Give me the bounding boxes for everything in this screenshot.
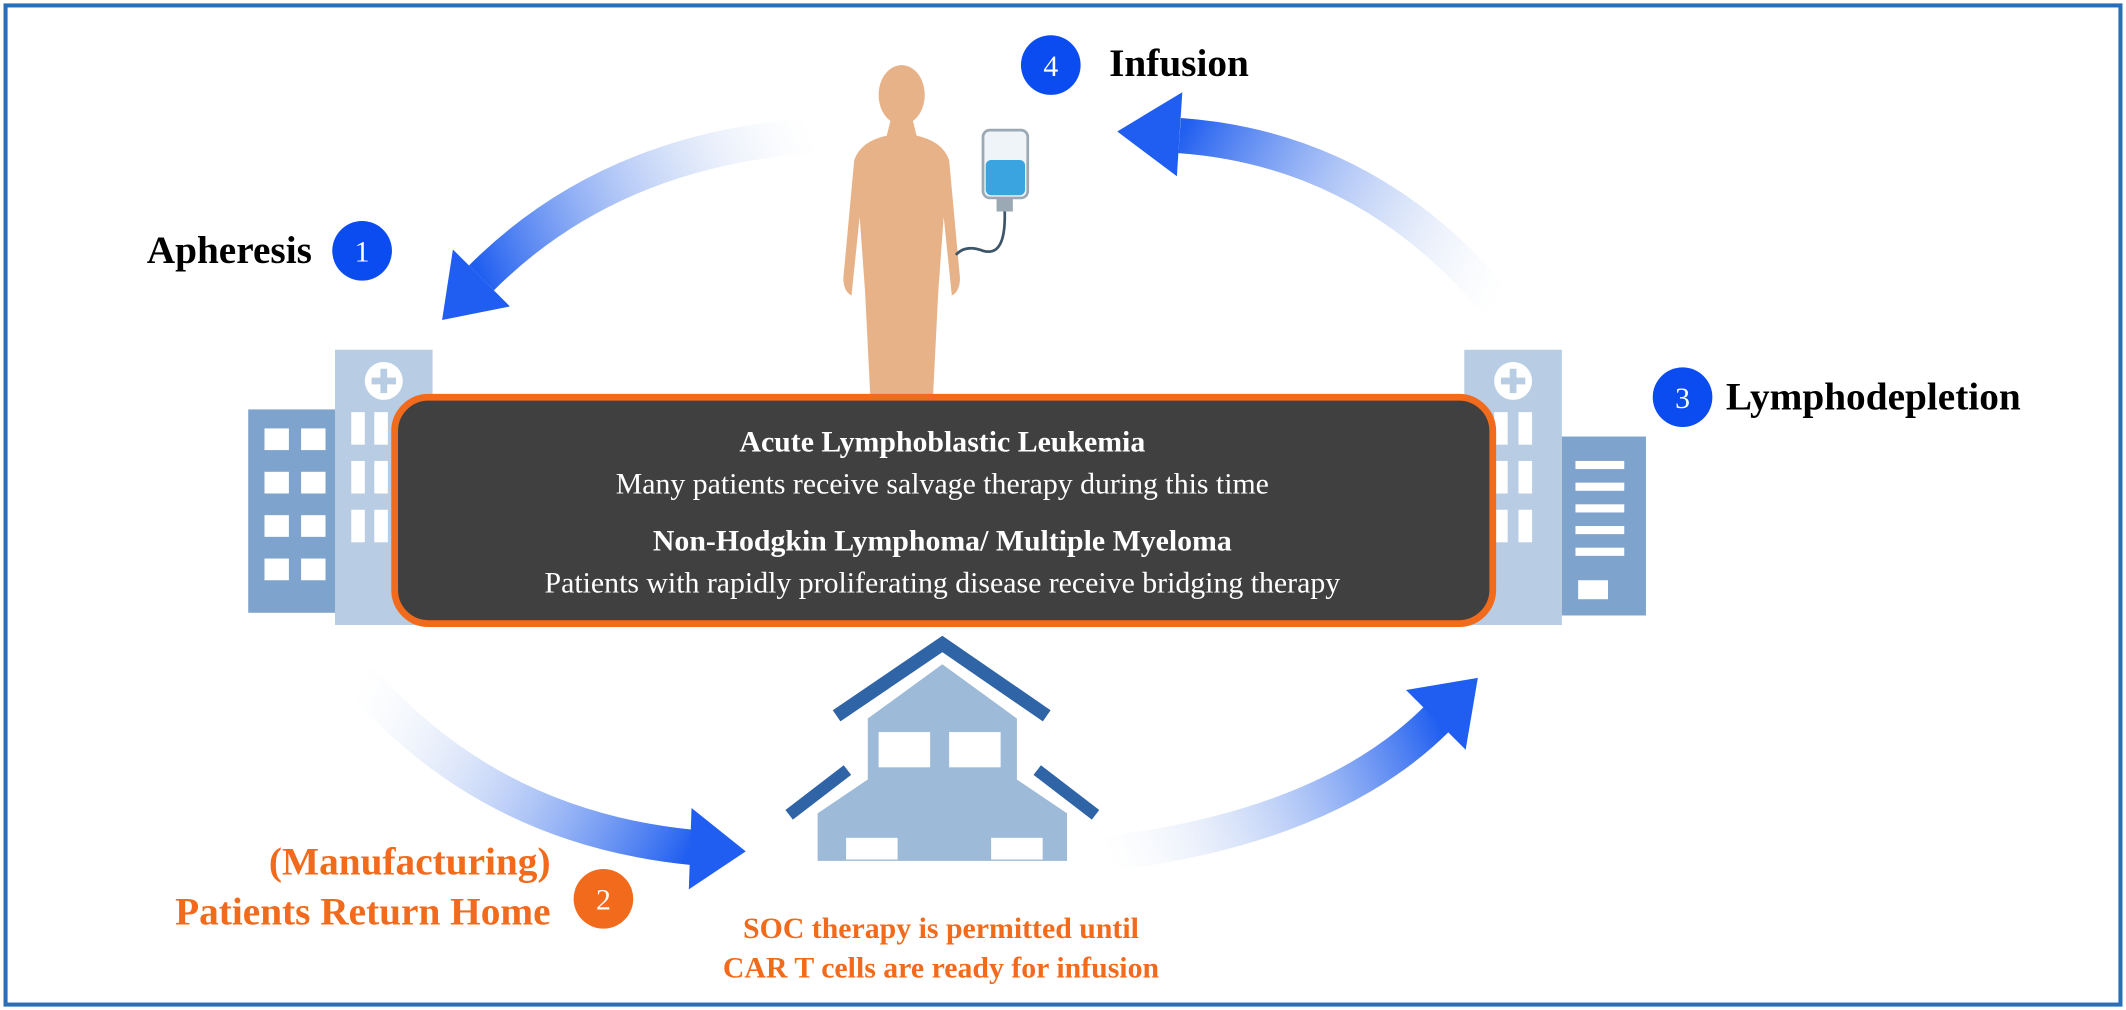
home-caption: SOC therapy is permitted until xyxy=(743,912,1139,945)
box-title: Acute Lymphoblastic Leukemia xyxy=(739,425,1145,458)
iv-bag xyxy=(954,128,1030,256)
step-label: Infusion xyxy=(1109,41,1249,85)
box-text: Many patients receive salvage therapy du… xyxy=(616,467,1269,500)
step-number: 4 xyxy=(1043,50,1058,83)
patient-figure xyxy=(843,65,960,400)
arrows xyxy=(346,92,1512,890)
step-label: Patients Return Home xyxy=(175,890,550,934)
info-box xyxy=(391,393,1497,628)
step-number: 1 xyxy=(355,236,370,269)
step-label: Apheresis xyxy=(147,228,312,272)
step-badge xyxy=(332,220,392,281)
home-caption: CAR T cells are ready for infusion xyxy=(723,951,1160,984)
step-label: Lymphodepletion xyxy=(1726,374,2021,418)
step-number: 2 xyxy=(596,884,611,917)
step-badge xyxy=(1652,367,1713,428)
step-badge xyxy=(1020,35,1081,95)
home xyxy=(785,635,1100,861)
step-label: (Manufacturing) xyxy=(269,839,551,883)
step-number: 3 xyxy=(1675,382,1690,415)
box-text: Patients with rapidly proliferating dise… xyxy=(545,566,1341,599)
box-title: Non-Hodgkin Lymphoma/ Multiple Myeloma xyxy=(653,524,1232,557)
step-badge xyxy=(573,869,634,929)
